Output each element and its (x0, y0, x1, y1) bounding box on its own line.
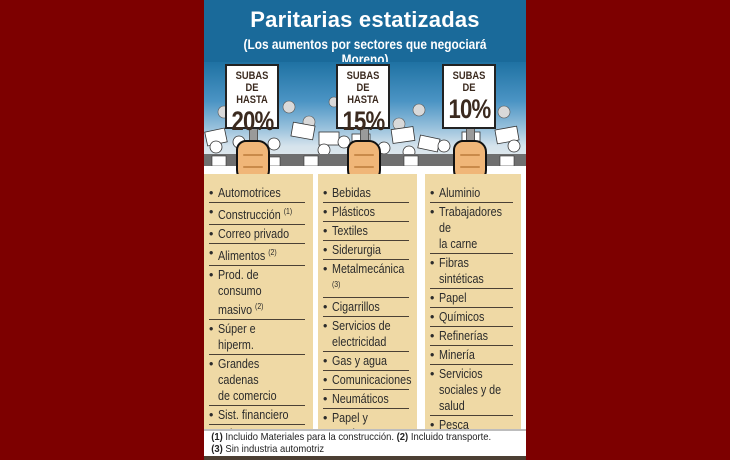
list-item: Químicos (430, 308, 513, 327)
list-item: Cigarrillos (323, 298, 409, 318)
sign-line-1: SUBAS DE (346, 70, 380, 94)
list-item: Construcción (1) (209, 203, 305, 226)
protest-illustration: SUBAS DE HASTA 20% SUBAS DE HASTA 15% SU… (204, 62, 526, 184)
column-15-percent: Bebidas Plásticos Textiles Siderurgia Me… (318, 174, 417, 460)
sign-pole-2 (360, 129, 369, 149)
sign-15-percent: SUBAS DE HASTA 15% (336, 64, 390, 136)
list-item: Papel (430, 289, 513, 308)
sign-line-1: SUBAS DE (235, 70, 269, 94)
sign-percent: 15% (342, 106, 386, 136)
sector-list: Aluminio Trabajadores de la carne Fibras… (425, 174, 521, 434)
header: Paritarias estatizadas (Los aumentos por… (204, 0, 526, 67)
list-item: Comunicaciones (323, 371, 411, 391)
list-item: Siderurgia (323, 241, 409, 260)
sign-pole-3 (466, 129, 475, 149)
list-item: Prod. de consumo masivo (2) (209, 266, 305, 321)
list-item: Alimentos (2) (209, 244, 305, 267)
list-item: Trabajadores de la carne (430, 203, 513, 254)
list-item: Textiles (323, 222, 409, 241)
sector-list: Bebidas Plásticos Textiles Siderurgia Me… (318, 174, 417, 460)
list-item: Minería (430, 346, 513, 365)
list-item: Refinerías (430, 327, 513, 346)
list-item: Gas y agua (323, 352, 409, 372)
list-item: Aluminio (430, 184, 513, 203)
list-item: Bebidas (323, 184, 409, 203)
sign-line-2: HASTA (236, 94, 268, 106)
list-item: Sist. financiero (209, 406, 305, 426)
list-item: Correo privado (209, 225, 305, 245)
sign-line-2: HASTA (347, 94, 379, 106)
list-item: Súper e hiperm. (209, 320, 305, 356)
footnotes: (1) Incluido Materiales para la construc… (204, 429, 526, 458)
footnote-line-1: (1) Incluido Materiales para la construc… (211, 431, 492, 443)
sign-percent: 10% (448, 94, 492, 124)
sign-10-percent: SUBAS DE 10% (442, 64, 496, 129)
sign-pole-1 (249, 129, 258, 149)
bottom-bar (204, 456, 526, 460)
list-item: Pesca (430, 416, 513, 434)
sector-list: Automotrices Construcción (1) Correo pri… (204, 174, 313, 460)
list-item: Servicios sociales y de salud (430, 365, 513, 416)
sign-20-percent: SUBAS DE HASTA 20% (225, 64, 279, 136)
column-10-percent: Aluminio Trabajadores de la carne Fibras… (425, 174, 521, 433)
column-20-percent: Automotrices Construcción (1) Correo pri… (204, 174, 313, 460)
list-item: Automotrices (209, 184, 305, 203)
list-item: Fibras sintéticas (430, 254, 513, 289)
footnote-line-2: (3) Sin industria automotriz (211, 443, 325, 455)
sign-line-2: DE (462, 82, 476, 94)
list-item: Neumáticos (323, 390, 409, 410)
sign-line-1: SUBAS (452, 70, 486, 82)
sector-columns: Automotrices Construcción (1) Correo pri… (204, 174, 526, 460)
list-item: Plásticos (323, 203, 409, 222)
list-item: Grandes cadenas de comercio (209, 355, 305, 407)
title: Paritarias estatizadas (250, 7, 480, 32)
infographic: Paritarias estatizadas (Los aumentos por… (204, 0, 526, 460)
list-item: Servicios de electricidad (323, 317, 409, 353)
list-item: Metalmecánica (3) (323, 260, 409, 299)
sign-percent: 20% (231, 106, 275, 136)
